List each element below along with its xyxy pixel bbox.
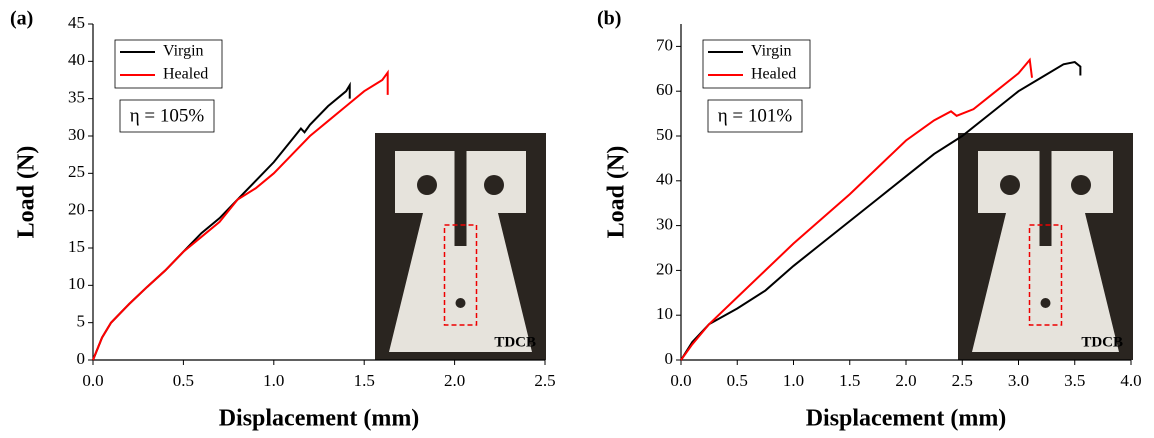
series-line bbox=[680, 57, 1033, 361]
legend-label: Virgin bbox=[751, 43, 792, 60]
y-tick-label: 60 bbox=[656, 80, 673, 99]
y-tick-label: 25 bbox=[68, 162, 85, 181]
panel-label: (a) bbox=[10, 8, 33, 30]
x-tick-label: 0.5 bbox=[727, 371, 748, 390]
y-tick-label: 40 bbox=[656, 170, 673, 189]
y-tick-label: 30 bbox=[656, 215, 673, 234]
annotation-box bbox=[119, 99, 215, 133]
crack-region bbox=[1028, 224, 1063, 326]
y-tick-label: 10 bbox=[68, 274, 85, 293]
legend-box bbox=[114, 39, 223, 89]
x-axis-title: Displacement (mm) bbox=[806, 406, 1007, 432]
annotation-box bbox=[707, 99, 803, 133]
y-tick-label: 50 bbox=[656, 125, 673, 144]
y-axis-title: Load (N) bbox=[604, 146, 630, 239]
x-tick-label: 2.5 bbox=[534, 371, 555, 390]
series-line bbox=[92, 69, 389, 361]
slot bbox=[454, 151, 467, 246]
y-tick-label: 10 bbox=[656, 304, 673, 323]
specimen bbox=[972, 151, 1119, 352]
x-tick-label: 1.0 bbox=[263, 371, 284, 390]
x-tick-label: 2.0 bbox=[895, 371, 916, 390]
annotation: η = 101% bbox=[718, 105, 793, 126]
annotation: η = 105% bbox=[130, 105, 205, 126]
x-tick-label: 0.0 bbox=[82, 371, 103, 390]
legend-label: Healed bbox=[751, 66, 796, 83]
x-tick-label: 2.5 bbox=[952, 371, 973, 390]
y-tick-label: 15 bbox=[68, 237, 85, 256]
crack-region bbox=[443, 224, 478, 326]
x-axis-title: Displacement (mm) bbox=[219, 406, 420, 432]
x-tick-label: 1.5 bbox=[354, 371, 375, 390]
hole bbox=[455, 298, 466, 308]
legend-label: Healed bbox=[163, 66, 208, 83]
x-tick-label: 2.0 bbox=[444, 371, 465, 390]
x-tick-label: 0.0 bbox=[670, 371, 691, 390]
x-tick-label: 1.0 bbox=[783, 371, 804, 390]
y-tick-label: 40 bbox=[68, 50, 85, 69]
series-line bbox=[680, 61, 1082, 361]
y-tick-label: 30 bbox=[68, 125, 85, 144]
chart: TDCB 0.0 0.5 1.0 1.5 2.0 2.5 3.0 3.5 4.0 0 10 20 30 40… bbox=[597, 8, 1142, 432]
legend-box bbox=[702, 39, 811, 89]
y-tick-label: 0 bbox=[77, 349, 86, 368]
panel-label: (b) bbox=[597, 8, 621, 30]
chart: TDCB 0.0 0.5 1.0 1.5 2.0 2.5 0 5 10 15 20 25 30 35 40 45… bbox=[10, 8, 556, 432]
y-tick-label: 45 bbox=[68, 13, 85, 32]
x-tick-label: 1.5 bbox=[839, 371, 860, 390]
y-tick-label: 0 bbox=[665, 349, 674, 368]
inset-label: TDCB bbox=[494, 334, 536, 350]
slot bbox=[1039, 151, 1052, 246]
x-tick-label: 3.5 bbox=[1064, 371, 1085, 390]
hole bbox=[484, 175, 504, 195]
hole bbox=[417, 175, 437, 195]
hole bbox=[1040, 298, 1051, 308]
inset-label: TDCB bbox=[1081, 334, 1123, 350]
y-tick-label: 20 bbox=[656, 259, 673, 278]
legend-label: Virgin bbox=[163, 43, 204, 60]
y-tick-label: 70 bbox=[656, 35, 673, 54]
hole bbox=[1071, 175, 1091, 195]
x-tick-label: 0.5 bbox=[173, 371, 194, 390]
y-axis-title: Load (N) bbox=[14, 146, 40, 239]
x-tick-label: 4.0 bbox=[1120, 371, 1141, 390]
x-tick-label: 3.0 bbox=[1008, 371, 1029, 390]
specimen bbox=[389, 151, 532, 352]
y-tick-label: 5 bbox=[77, 312, 86, 331]
y-tick-label: 20 bbox=[68, 200, 85, 219]
hole bbox=[1000, 175, 1020, 195]
y-tick-label: 35 bbox=[68, 88, 85, 107]
